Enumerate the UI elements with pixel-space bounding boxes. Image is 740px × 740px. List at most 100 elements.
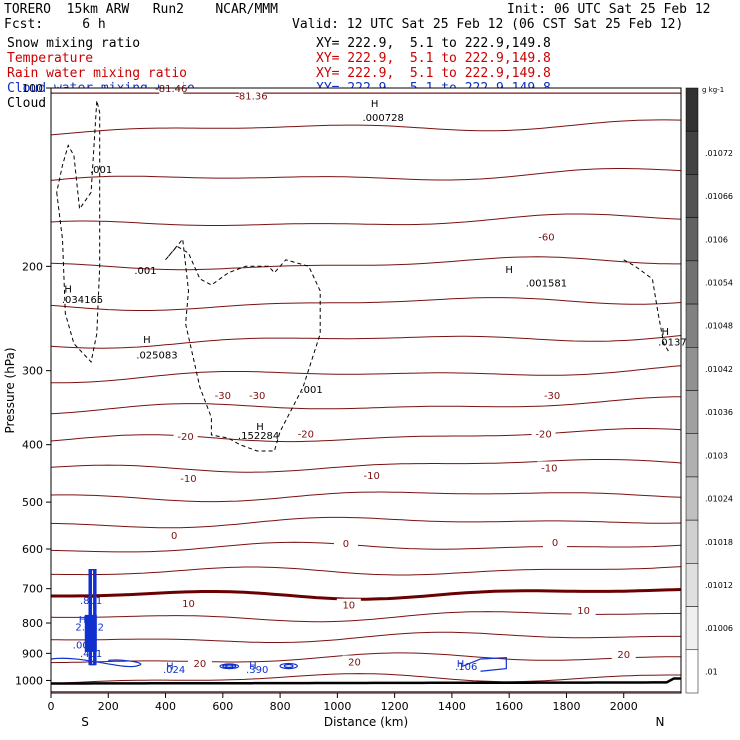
isotherm-label-group: -81.46 -81.36 -60 -30 -30 -30 -20 -20 -20 -10 -10 -… (155, 82, 636, 670)
isotherm-label-bg (173, 430, 198, 443)
isotherm-line (50, 516, 682, 529)
isotherm-line (50, 459, 682, 473)
colorbar-tick-label: .01054 (705, 278, 733, 287)
high-marker: H (79, 615, 87, 626)
isotherm-label-bg (540, 389, 565, 402)
cloud-ice-outline (623, 259, 670, 354)
isotherm-line (50, 673, 681, 684)
isotherm-label-bg (293, 427, 318, 440)
maximum-label: .000728 (363, 113, 404, 124)
isotherm-label: 0 (171, 531, 177, 542)
isotherm-line (50, 491, 682, 503)
isotherm-line (50, 396, 682, 415)
isotherm-label: -81.46 (155, 84, 187, 95)
isotherm-label-bg (359, 468, 384, 481)
isotherm-label-bg (611, 647, 636, 660)
isotherm-label-bg (342, 655, 367, 668)
colorbar-segment (685, 519, 699, 564)
colorbar: .01072 .01066 .0106 .01054 .01048 .01042 .0103… (685, 86, 733, 694)
colorbar-segment (685, 87, 699, 132)
y-axis-label: Pressure (hPa) (3, 347, 17, 433)
high-marker: H (143, 335, 151, 346)
isotherm-label-bg (176, 471, 201, 484)
isotherm-line (50, 541, 682, 553)
isotherm-label-bg (210, 389, 235, 402)
colorbar-segment (685, 433, 699, 478)
y-tick-label: 400 (22, 439, 43, 452)
isotherm-label-bg (333, 536, 358, 549)
colorbar-segment (685, 347, 699, 391)
isotherm-label: -81.36 (235, 92, 267, 103)
colorbar-tick-label: .01042 (705, 365, 733, 374)
maximum-label: .001 (73, 641, 95, 652)
isotherm-label: -20 (177, 432, 193, 443)
y-tick-label: 300 (22, 365, 43, 378)
isotherm-label: 10 (342, 601, 355, 612)
x-tick-label: 0 (48, 700, 55, 713)
y-tick-label: 600 (22, 543, 43, 556)
x-end-label-north: N (656, 715, 665, 729)
high-marker: H (661, 327, 669, 338)
x-tick-label: 800 (270, 700, 291, 713)
isotherm-label-bg (245, 389, 270, 402)
x-axis-label: Distance (km) (324, 715, 408, 729)
cloud-water-outline (50, 657, 142, 668)
isotherm-label: -30 (544, 391, 560, 402)
maximum-label: .001 (134, 266, 156, 277)
cloud-water-outline (279, 662, 298, 670)
isotherm-line (50, 297, 682, 311)
colorbar-tick-label: .01018 (705, 538, 733, 547)
colorbar-tick-label: .01006 (705, 624, 733, 633)
isotherm-label: -10 (180, 474, 196, 485)
isotherm-line (50, 168, 682, 181)
high-marker: H (371, 99, 379, 110)
model-run-label: TORERO 15km ARW Run2 NCAR/MMM (4, 2, 278, 17)
high-marker: H (166, 662, 174, 673)
cloud-ice-contours (56, 100, 670, 452)
x-tick-label: 400 (155, 700, 176, 713)
colorbar-segment (685, 563, 699, 607)
x-tick-label: 200 (98, 700, 119, 713)
cloud-water-contours (50, 569, 507, 672)
cloud-water-outline (225, 664, 234, 668)
isotherm-line (51, 588, 682, 601)
field-xy-2: XY= 222.9, 5.1 to 222.9,149.8 (316, 66, 551, 81)
isotherm-label: 20 (348, 657, 361, 668)
isotherm-label-bg (571, 603, 596, 616)
isotherm-line (50, 119, 682, 136)
colorbar-segment (685, 130, 699, 175)
colorbar-tick-label: .0106 (705, 235, 728, 244)
maximum-label: .390 (246, 665, 268, 676)
y-tick-label: 1000 (15, 674, 43, 687)
colorbar-unit: g kg-1 (702, 86, 724, 94)
colorbar-tick-label: .0103 (705, 451, 728, 460)
cloud-water-outline (283, 663, 294, 669)
y-tick-label: 100 (22, 82, 43, 95)
field-xy-0: XY= 222.9, 5.1 to 222.9,149.8 (316, 36, 551, 51)
high-marker: H (505, 265, 513, 276)
isotherm-line (50, 365, 682, 384)
isotherm-label: -20 (298, 430, 314, 441)
isotherm-label-bg (239, 89, 264, 102)
isotherm-line (50, 335, 682, 349)
isotherm-label-bg (531, 427, 556, 440)
x-tick-label: 1200 (381, 700, 409, 713)
isotherm-label: 10 (577, 606, 590, 617)
isotherm-label: 0 (343, 539, 349, 550)
isotherm-label: 20 (194, 659, 207, 670)
x-tick-label: 1800 (552, 700, 580, 713)
isotherm-group (50, 92, 682, 693)
maximum-label: .001 (90, 165, 112, 176)
cloud-ice-outline (56, 100, 101, 363)
isotherm-label-bg (543, 536, 567, 549)
maxima-label-group: .034165 .001 .001 .025083 .152284 .001 .000728… (62, 99, 687, 676)
isotherm-label: 20 (617, 650, 630, 661)
isotherm-line (51, 566, 682, 576)
colorbar-segment (685, 303, 699, 348)
x-tick-label: 600 (212, 700, 233, 713)
plot-frame (50, 87, 682, 694)
colorbar-segment (685, 606, 699, 651)
high-marker: H (249, 661, 257, 672)
y-tick-label: 800 (22, 617, 43, 630)
isotherm-line (50, 631, 681, 643)
